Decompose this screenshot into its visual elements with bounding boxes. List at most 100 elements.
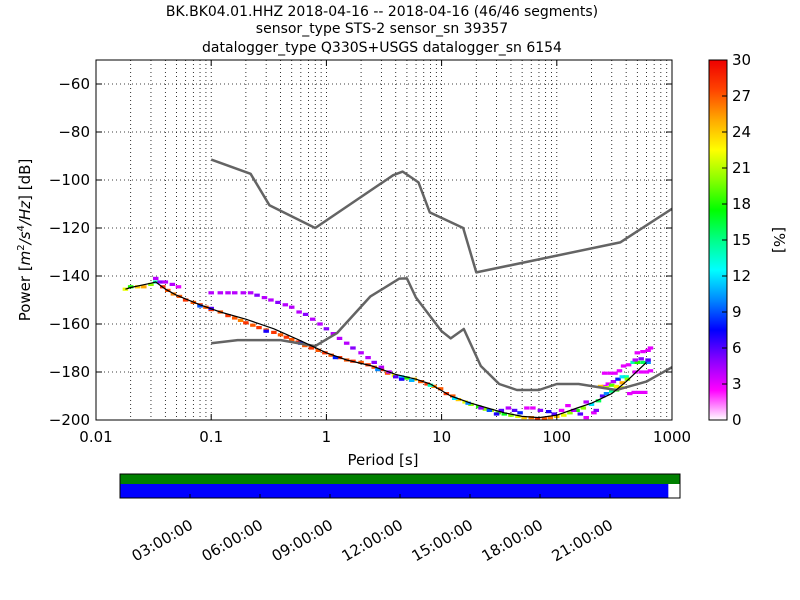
psd-cell (534, 417, 541, 420)
psd-cell (465, 401, 471, 405)
psd-cell (595, 399, 602, 403)
psd-cell (462, 400, 468, 404)
plot-frame (95, 59, 673, 421)
psd-cell (640, 350, 646, 354)
colorbar-label: [%] (770, 227, 788, 253)
psd-cell (261, 296, 268, 300)
psd-cell (627, 392, 633, 396)
psd-cell (583, 416, 589, 420)
psd-cell (577, 412, 584, 416)
psd-cell (605, 382, 612, 386)
colorbar-tick-label: 21 (732, 159, 751, 177)
noise-model-mode (125, 281, 647, 419)
x-tick-label: 10 (432, 428, 451, 446)
title-line-3: datalogger_type Q330S+USGS datalogger_sn… (202, 40, 562, 56)
grid (96, 60, 672, 420)
psd-cell (309, 317, 316, 321)
colorbar-tick-label: 12 (732, 267, 751, 285)
psd-cell (427, 383, 434, 387)
psd-cell (603, 392, 610, 396)
psd-cell (609, 383, 615, 387)
psd-cell (231, 291, 238, 295)
psd-cell (317, 322, 323, 326)
psd-cell (398, 377, 405, 381)
psd-cell (591, 411, 597, 415)
y-tick-label: −160 (49, 315, 90, 333)
x-axis-label: Period [s] (347, 451, 418, 469)
psd-cell (152, 276, 159, 280)
psd-cell (424, 382, 430, 386)
psd-cell (263, 329, 269, 333)
psd-cell (645, 360, 651, 364)
psd-cell (515, 414, 521, 418)
colorbar-tick-label: 15 (732, 231, 751, 249)
psd-cell (243, 321, 249, 325)
psd-cell (271, 330, 277, 334)
psd-cell (283, 335, 290, 339)
psd-cells (122, 276, 654, 420)
psd-cell (521, 416, 527, 420)
psd-cell (625, 363, 632, 367)
colorbar-tick-label: 9 (732, 303, 742, 321)
psd-cell (408, 378, 415, 382)
psd-cell (631, 390, 637, 394)
psd-cell (570, 408, 577, 412)
psd-cell (330, 332, 337, 336)
psd-cell (610, 380, 617, 384)
y-tick-label: −140 (49, 267, 90, 285)
psd-cell (240, 291, 247, 295)
psd-cell (404, 376, 410, 380)
psd-cell (624, 377, 631, 381)
psd-cell (225, 314, 231, 318)
psd-cell (134, 285, 141, 289)
timeline: 03:00:00 06:00:00 09:00:00 12:00:00 15:00:00… (119, 473, 681, 565)
colorbar-tick-label: 0 (732, 411, 742, 429)
psd-cell (451, 396, 458, 400)
colorbar-tick-label: 6 (732, 339, 742, 357)
psd-cell (468, 402, 474, 406)
psd-cell (645, 358, 651, 362)
psd-cell (332, 356, 339, 360)
psd-cell (302, 344, 308, 348)
y-tick-label: −60 (58, 75, 90, 93)
y-tick-label: −180 (49, 363, 90, 381)
colorbar-tick-label: 3 (732, 375, 742, 393)
y-tick-label: −80 (58, 123, 90, 141)
x-tick-label: 1000 (653, 428, 691, 446)
timeline-tick-label: 09:00:00 (269, 516, 336, 565)
noise-models (125, 158, 672, 419)
psd-cell (565, 404, 571, 408)
psd-cell (288, 338, 295, 342)
psd-cell (378, 365, 385, 369)
psd-cell (322, 351, 328, 355)
psd-cell (482, 407, 489, 411)
psd-cell (197, 304, 203, 308)
psd-cell (141, 285, 147, 289)
psd-cell (643, 370, 650, 374)
psd-cell (508, 413, 514, 417)
timeline-data-coverage (120, 474, 680, 484)
timeline-tick-label: 03:00:00 (129, 516, 196, 565)
psd-cell (256, 326, 262, 330)
psd-cell (530, 406, 536, 410)
psd-cell (511, 408, 518, 412)
psd-cell (545, 410, 552, 414)
psd-cell (551, 412, 557, 416)
psd-cell (277, 333, 284, 337)
timeline-tick-label: 06:00:00 (199, 516, 266, 565)
psd-cell (619, 375, 626, 379)
psd-cell (375, 368, 381, 372)
psd-cell (541, 417, 548, 420)
psd-cell (558, 408, 565, 412)
psd-cell (616, 369, 623, 373)
timeline-psd-coverage (120, 484, 669, 498)
psd-cell (455, 398, 462, 402)
psd-cell (630, 360, 636, 364)
y-tick-label: −100 (49, 171, 90, 189)
psd-cell (302, 312, 309, 316)
noise-model-nlnm (211, 277, 672, 392)
title-line-1: BK.BK04.01.HHZ 2018-04-16 -- 2018-04-16 … (166, 4, 598, 20)
psd-cell (609, 389, 615, 393)
psd-cell (371, 360, 377, 364)
